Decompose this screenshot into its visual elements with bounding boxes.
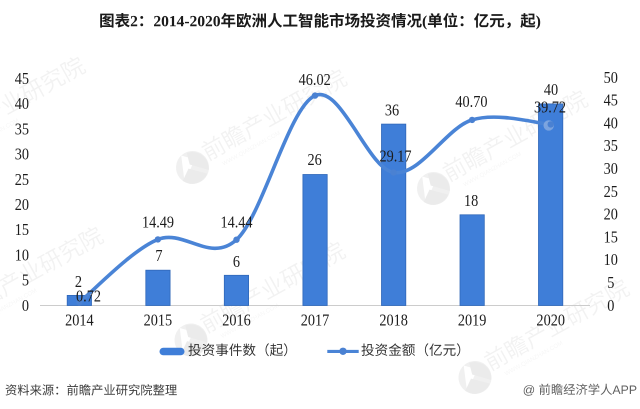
svg-text:0: 0 xyxy=(607,297,614,315)
svg-text:0: 0 xyxy=(22,297,29,315)
svg-text:45: 45 xyxy=(15,70,29,88)
svg-text:18: 18 xyxy=(464,192,478,210)
svg-text:2016: 2016 xyxy=(222,311,251,329)
svg-text:2018: 2018 xyxy=(379,311,408,329)
svg-text:46.02: 46.02 xyxy=(299,71,331,89)
svg-text:40: 40 xyxy=(15,95,29,113)
svg-text:35: 35 xyxy=(15,120,29,138)
svg-text:40.70: 40.70 xyxy=(455,93,487,111)
svg-text:15: 15 xyxy=(604,228,618,246)
svg-text:10: 10 xyxy=(604,251,618,269)
svg-text:14.49: 14.49 xyxy=(142,213,174,231)
svg-text:26: 26 xyxy=(307,151,321,169)
svg-text:30: 30 xyxy=(15,146,29,164)
svg-text:7: 7 xyxy=(155,247,162,265)
svg-text:39.72: 39.72 xyxy=(534,98,566,116)
svg-text:6: 6 xyxy=(233,253,240,271)
svg-text:25: 25 xyxy=(604,183,618,201)
svg-text:2017: 2017 xyxy=(301,311,330,329)
svg-text:35: 35 xyxy=(604,137,618,155)
svg-text:40: 40 xyxy=(544,81,558,99)
svg-text:25: 25 xyxy=(15,171,29,189)
svg-text:14.44: 14.44 xyxy=(220,213,252,231)
svg-text:10: 10 xyxy=(15,246,29,264)
svg-text:2: 2 xyxy=(75,273,82,291)
svg-text:40: 40 xyxy=(604,114,618,132)
svg-text:2014: 2014 xyxy=(65,311,94,329)
svg-text:20: 20 xyxy=(15,196,29,214)
svg-text:15: 15 xyxy=(15,221,29,239)
svg-text:30: 30 xyxy=(604,160,618,178)
svg-text:5: 5 xyxy=(607,274,614,292)
svg-text:5: 5 xyxy=(22,272,29,290)
svg-text:2020: 2020 xyxy=(536,311,565,329)
svg-text:50: 50 xyxy=(604,69,618,87)
svg-text:2019: 2019 xyxy=(458,311,487,329)
svg-text:45: 45 xyxy=(604,92,618,110)
svg-text:20: 20 xyxy=(604,206,618,224)
svg-text:29.17: 29.17 xyxy=(379,147,411,165)
svg-text:36: 36 xyxy=(385,101,399,119)
svg-text:2015: 2015 xyxy=(144,311,173,329)
svg-text:0.72: 0.72 xyxy=(76,287,101,305)
